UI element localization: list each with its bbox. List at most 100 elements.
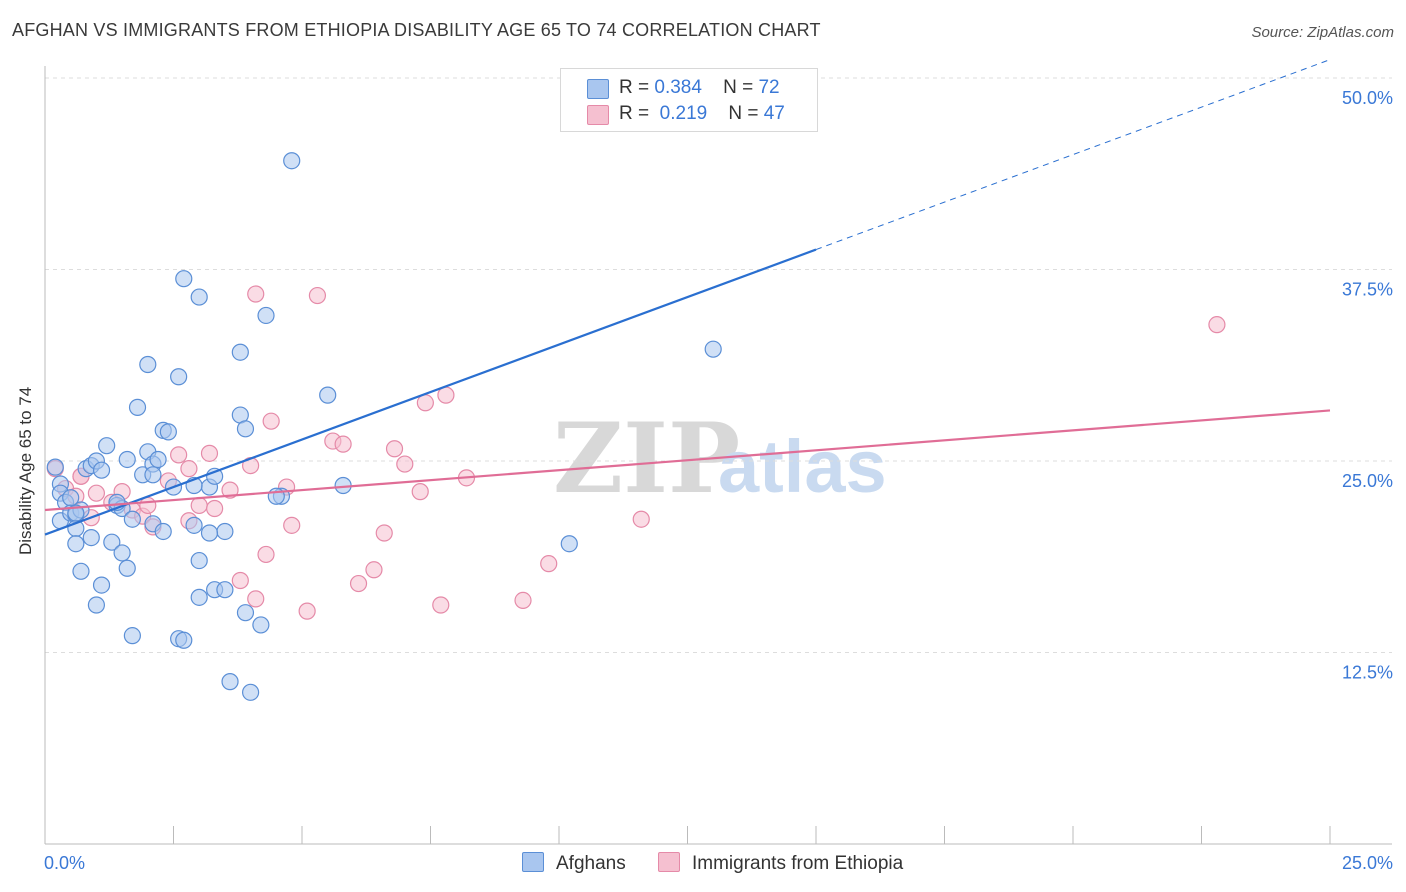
ethiopia-point [365, 561, 383, 579]
ethiopia-point [283, 516, 301, 534]
ethiopia-point [200, 444, 219, 462]
ethiopia-point [514, 591, 532, 610]
ethiopia-point [180, 460, 198, 478]
ethiopia-point [385, 440, 404, 458]
afghan-point [144, 466, 162, 484]
ethiopia-point [411, 483, 429, 501]
source-credit: Source: ZipAtlas.com [1251, 24, 1394, 41]
afghan-point [72, 562, 90, 580]
afghan-point [257, 306, 275, 325]
afghan-point [185, 516, 203, 534]
ethiopia-legend-label: Immigrants from Ethiopia [692, 853, 904, 874]
afghan-point [128, 398, 147, 416]
afghan-point [175, 631, 193, 649]
legend-n-label: N = [728, 103, 759, 124]
ethiopia-point [206, 499, 224, 518]
y-tick-label: 25.0% [1342, 471, 1393, 491]
afghan-point [704, 340, 722, 358]
afghan-point [159, 423, 177, 441]
afghans-legend-label: Afghans [556, 853, 626, 874]
afghan-point [123, 627, 141, 645]
ethiopia-n-value: 47 [763, 103, 785, 124]
x-tick-label-max: 25.0% [1342, 853, 1393, 873]
afghan-point [87, 596, 106, 614]
afghan-point [118, 559, 136, 577]
afghan-point [67, 535, 85, 553]
afghan-point [231, 343, 249, 361]
afghan-point [283, 152, 301, 170]
ethiopia-point [308, 286, 327, 305]
afghan-point [221, 673, 239, 691]
afghan-point [236, 604, 255, 622]
legend-n-label: N = [723, 77, 754, 98]
legend-r-label: R = [619, 77, 650, 98]
afghan-point [67, 504, 85, 522]
ethiopia-point [349, 574, 368, 593]
ethiopia-point [1208, 316, 1226, 334]
ethiopia-point [257, 545, 275, 564]
x-tick-label-min: 0.0% [44, 853, 85, 873]
afghan-trend-extension [815, 59, 1331, 251]
ethiopia-point [221, 481, 239, 499]
afghan-point [149, 450, 167, 469]
afghan-point [103, 533, 121, 551]
afghan-point [92, 576, 111, 594]
ethiopia-point [396, 455, 414, 473]
afghan-point [170, 368, 188, 386]
ethiopia-point [334, 435, 352, 453]
ethiopia-point [375, 524, 393, 542]
afghan-point [118, 450, 136, 469]
afghan-trend-line [44, 248, 817, 536]
afghan-point [139, 355, 157, 374]
afghans-legend-swatch [522, 852, 544, 872]
y-tick-label: 12.5% [1342, 663, 1393, 683]
ethiopia-r-value: 0.219 [659, 103, 708, 124]
afghan-point [200, 524, 219, 542]
afghan-point [190, 551, 208, 570]
y-tick-label: 37.5% [1342, 280, 1393, 300]
afghan-point [319, 386, 337, 404]
ethiopia-point [262, 412, 280, 430]
ethiopia-point [632, 510, 650, 528]
ethiopia-point [247, 590, 265, 608]
chart-title: AFGHAN VS IMMIGRANTS FROM ETHIOPIA DISAB… [12, 20, 821, 40]
afghan-point [216, 581, 234, 599]
y-tick-label: 50.0% [1342, 88, 1393, 108]
afghan-point [252, 616, 270, 634]
legend-r-label: R = [619, 103, 650, 124]
afghan-point [242, 683, 260, 701]
afghan-point [216, 522, 234, 541]
ethiopia-point [139, 496, 157, 515]
ethiopia-point [247, 285, 265, 303]
afghan-point [175, 270, 193, 288]
ethiopia-point [298, 602, 316, 620]
ethiopia-point [87, 484, 106, 502]
ethiopia-point [231, 571, 249, 590]
afghan-point [46, 458, 64, 476]
afghan-point [190, 588, 208, 606]
legend-ethiopia: Immigrants from Ethiopia [658, 852, 903, 875]
ethiopia-point [170, 446, 188, 464]
afghan-point [123, 510, 141, 528]
afghan-point [190, 288, 208, 306]
stats-legend: R = 0.384 N = 72 R = 0.219 N = 47 [560, 68, 818, 132]
afghan-point [113, 544, 131, 562]
afghan-point [560, 535, 578, 553]
afghan-point [98, 437, 116, 455]
afghans-r-value: 0.384 [654, 77, 702, 98]
afghan-point [154, 522, 172, 541]
ethiopia-point [540, 555, 558, 573]
ethiopia-point [190, 496, 208, 515]
afghan-point [82, 528, 100, 547]
watermark-atlas: atlas [718, 425, 887, 508]
afghans-n-value: 72 [758, 77, 780, 98]
ethiopia-trend-line [44, 409, 1331, 512]
afghans-swatch [587, 79, 609, 99]
ethiopia-swatch [587, 105, 609, 125]
ethiopia-point [432, 596, 450, 614]
afghan-point [92, 461, 111, 479]
ethiopia-legend-swatch [658, 852, 680, 872]
legend-afghans: Afghans [522, 852, 626, 875]
afghan-point [236, 420, 255, 438]
